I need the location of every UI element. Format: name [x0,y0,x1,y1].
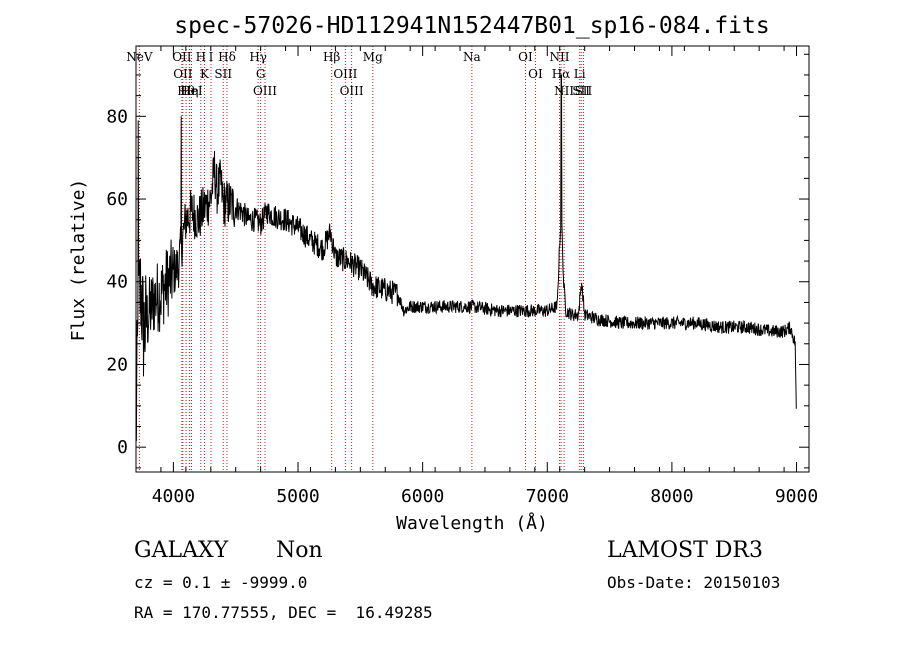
emission-line-label: G [256,67,266,81]
emission-line-label: NII [554,84,574,98]
emission-line-markers [138,46,584,472]
x-tick-label: 6000 [401,486,444,507]
emission-line-label: OI [518,50,533,64]
x-tick-label: 4000 [152,486,195,507]
emission-line-label: SII [575,84,593,98]
emission-line-label: SII [572,84,590,98]
emission-line-label: Hβ [323,50,340,64]
emission-line-label: Na [463,50,481,64]
emission-line-label: Mg [363,50,383,64]
emission-line-label: Li [574,67,586,81]
emission-line-label: Hα [552,67,571,81]
emission-line-label: OIII [253,84,277,98]
obs-date: Obs-Date: 20150103 [607,573,781,592]
x-tick-label: 9000 [775,486,818,507]
plot-frame [135,45,810,473]
emission-line-label: I [209,50,214,64]
emission-line-label: NeV [126,50,153,64]
x-tick-label: 7000 [526,486,569,507]
emission-line-label: H [196,50,206,64]
emission-line-label: Hδ [218,50,236,64]
x-axis-label: Wavelength (Å) [396,512,548,534]
emission-line-label: OIII [340,84,364,98]
y-tick-label: 20 [106,354,128,375]
emission-line-label: Hγ [249,50,267,64]
y-tick-label: 0 [117,437,128,458]
emission-line-label: OIII [333,67,357,81]
spectrum-line [135,74,797,442]
y-axis-label: Flux (relative) [68,179,89,342]
redshift-line: cz = 0.1 ± -9999.0 [134,573,308,592]
emission-line-label: OII [172,50,192,64]
emission-line-label: HeI [180,84,203,98]
chart-title: spec-57026-HD112941N152447B01_sp16-084.f… [174,13,769,39]
emission-line-label: NII [549,50,569,64]
emission-line-label: K [200,67,210,81]
y-tick-label: 40 [106,272,128,293]
survey-name: LAMOST DR3 [607,538,763,563]
object-subclass: Non [276,538,323,563]
emission-line-label: OII [173,67,193,81]
object-class: GALAXY [134,538,229,563]
y-tick-label: 80 [106,106,128,127]
coordinates: RA = 170.77555, DEC = 16.49285 [134,603,433,622]
x-tick-label: 8000 [650,486,693,507]
emission-line-label: Hθ [177,84,195,98]
axis-ticks: 4000 5000 6000 7000 8000 9000 0 20 40 60 80 [106,46,818,507]
y-tick-label: 60 [106,189,128,210]
emission-line-label: SII [214,67,232,81]
emission-line-label: OI [528,67,543,81]
emission-line-label: Hη [181,84,199,98]
x-tick-label: 5000 [276,486,319,507]
